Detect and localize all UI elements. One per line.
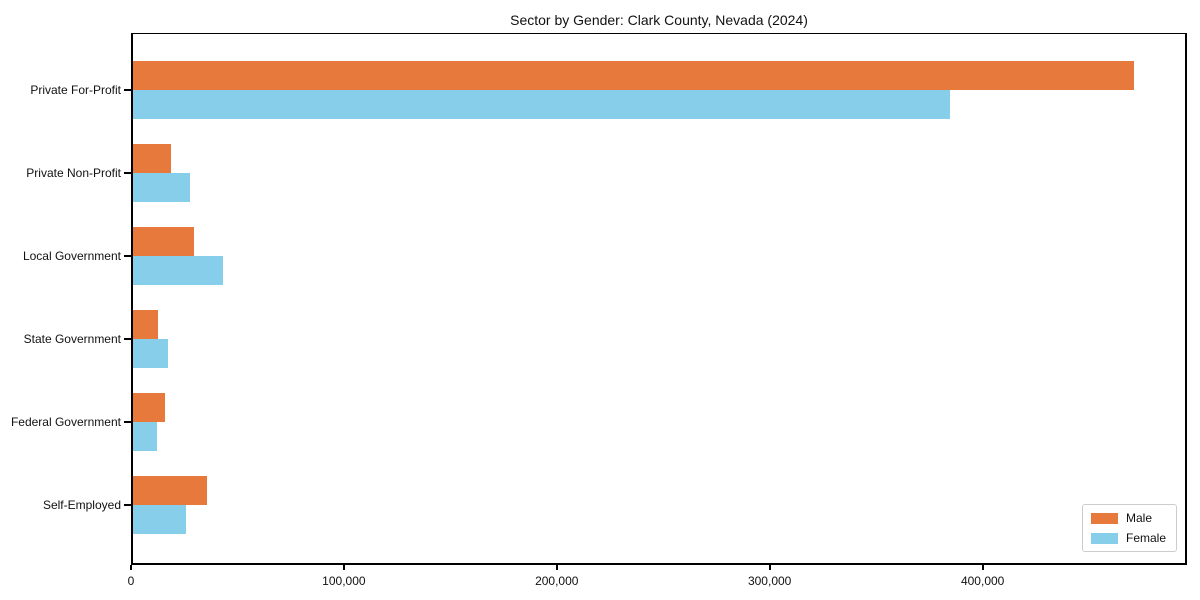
legend-item-female: Female [1090,531,1166,545]
x-tick-label: 100,000 [322,574,366,588]
legend: Male Female [1081,504,1177,552]
bar-male [133,60,1135,90]
bar-rows: Private For-Profit Private Non-Profit Lo… [11,34,1185,563]
category-row: Private For-Profit [30,48,1185,131]
bar-female [133,422,157,452]
category-row: Federal Government [11,381,1185,464]
y-tick-mark [124,504,131,507]
bar-male [133,143,171,173]
category-label: Federal Government [10,415,121,430]
category-label: State Government [23,332,121,347]
x-tick-label: 200,000 [535,574,579,588]
bar-female [133,505,187,535]
x-tick-mark [981,565,984,570]
bar-female [133,339,168,369]
x-tick-label: 300,000 [747,574,792,588]
female-swatch [1090,532,1118,544]
y-tick-mark [124,338,131,341]
male-swatch [1090,512,1118,524]
bar-male [133,476,207,506]
category-row: Self-Employed [43,464,1185,547]
legend-item-male: Male [1090,511,1166,525]
y-tick-mark [124,421,131,424]
x-tick-mark [342,565,345,570]
category-label: Private Non-Profit [26,165,121,180]
x-tick-label: 400,000 [960,574,1005,588]
category-row: Private Non-Profit [26,131,1185,214]
y-tick-mark [124,254,131,257]
bar-female [133,89,950,119]
chart-title: Sector by Gender: Clark County, Nevada (… [510,12,808,28]
x-tick-mark [555,565,558,570]
category-row: Local Government [23,214,1185,297]
bar-female [133,255,223,285]
plot-area: Private For-Profit Private Non-Profit Lo… [11,33,1187,565]
category-label: Local Government [22,248,121,263]
category-label: Private For-Profit [30,82,121,97]
y-tick-mark [124,171,131,174]
bar-male [133,393,165,423]
x-tick-label: 0 [127,574,135,588]
x-axis: 0 100,000 200,000 300,000 400,000 [127,565,1187,595]
category-label: Self-Employed [42,498,121,513]
bar-male [133,226,194,256]
legend-label-male: Male [1125,511,1152,525]
x-tick-mark [130,565,132,570]
legend-label-female: Female [1125,531,1166,545]
x-tick-mark [768,565,771,570]
bar-male [133,310,159,340]
bar-female [133,172,191,202]
category-row: State Government [24,298,1185,381]
y-tick-mark [124,88,131,91]
